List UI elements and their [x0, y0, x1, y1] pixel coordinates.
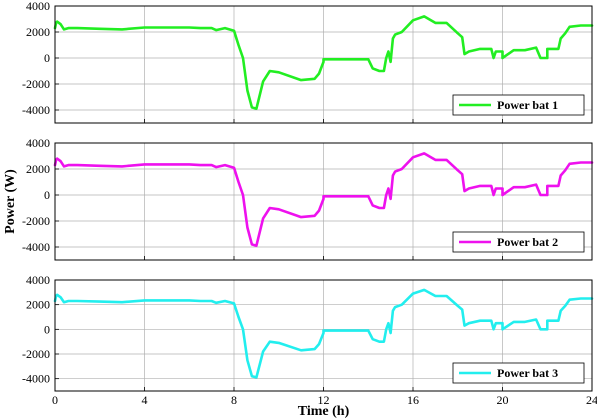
legend: Power bat 1: [452, 94, 585, 116]
y-tick-label: 0: [44, 188, 50, 202]
y-tick-label: 2000: [26, 25, 50, 39]
x-axis-label: Time (h): [298, 404, 350, 419]
x-tick-label: 0: [52, 393, 58, 407]
x-tick-label: 4: [142, 393, 148, 407]
x-tick-label: 24: [586, 393, 597, 407]
y-tick-label: 4000: [26, 136, 50, 150]
y-tick-label: 2000: [26, 298, 50, 312]
y-tick-label: 0: [44, 51, 50, 65]
y-tick-label: -2000: [22, 214, 50, 228]
y-tick-label: -2000: [22, 347, 50, 361]
y-tick-label: 4000: [26, 273, 50, 287]
series-line: [53, 288, 594, 379]
y-tick-label: -4000: [22, 240, 50, 254]
y-tick-label: 0: [44, 322, 50, 336]
chart-panel-1: -4000 -2000 0 2000 4000 Power bat 1: [22, 0, 594, 124]
x-tick-label: 20: [497, 393, 509, 407]
y-tick-label: -4000: [22, 103, 50, 117]
plot-frame: [54, 5, 593, 124]
legend: Power bat 3: [452, 362, 585, 384]
y-tick-label: -4000: [22, 372, 50, 386]
plot-frame: [54, 279, 593, 392]
x-tick-label: 8: [231, 393, 237, 407]
legend-box: [452, 362, 585, 384]
series-line: [53, 15, 594, 110]
x-tick-label: 16: [407, 393, 419, 407]
y-tick-label: 4000: [26, 0, 50, 13]
y-tick-label: -2000: [22, 77, 50, 91]
legend-label: Power bat 1: [497, 98, 558, 112]
legend: Power bat 2: [452, 231, 585, 253]
legend-label: Power bat 2: [497, 235, 558, 249]
legend-box: [452, 231, 585, 253]
legend-label: Power bat 3: [497, 366, 558, 380]
chart-panel-3: -4000 -2000 0 2000 4000 0 4 8 12 16 20 24 Power bat …: [22, 273, 597, 407]
legend-box: [452, 94, 585, 116]
y-axis-label: Power (W): [3, 169, 18, 234]
series-line: [53, 152, 594, 247]
y-tick-label: 2000: [26, 162, 50, 176]
plot-frame: [54, 142, 593, 261]
chart-panel-2: -4000 -2000 0 2000 4000 Power bat 2: [22, 136, 594, 261]
x-tick-label: 12: [318, 393, 330, 407]
